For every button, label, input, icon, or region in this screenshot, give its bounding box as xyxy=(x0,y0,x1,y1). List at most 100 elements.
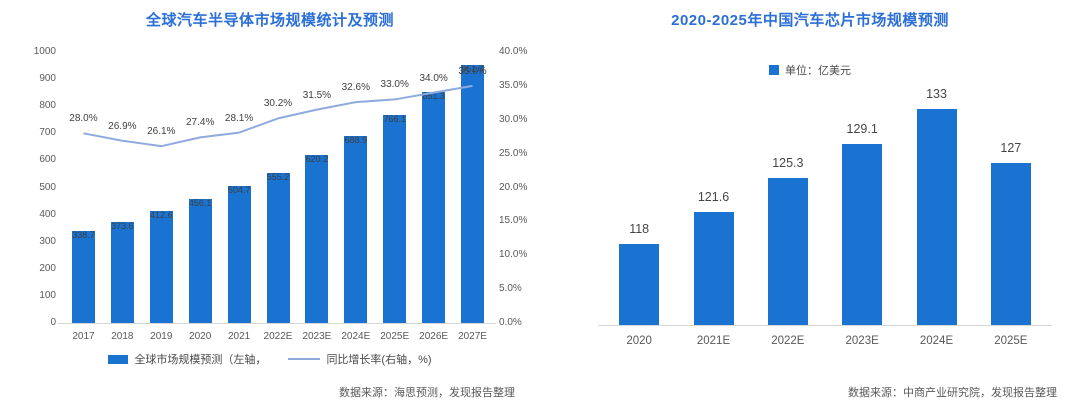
market-size-bar xyxy=(344,136,368,323)
left-chart-title: 全球汽车半导体市场规模统计及预测 xyxy=(145,12,394,29)
x-axis-label: 2023E xyxy=(302,331,332,342)
china-chip-bar xyxy=(916,109,957,325)
left-chart-legend: 全球市场规模预测（左轴， 同比增长率(右轴，%) xyxy=(0,351,540,367)
growth-rate-label: 34.0% xyxy=(419,72,448,84)
market-size-bar xyxy=(110,221,134,323)
unit-label: 单位：亿美元 xyxy=(785,65,851,77)
right-y-axis-tick: 35.0% xyxy=(499,79,528,91)
line-series-label: 同比增长率(右轴，%) xyxy=(326,354,432,366)
market-size-bar xyxy=(71,231,95,323)
bar-value-label: 766.1 xyxy=(383,114,406,125)
x-axis-label: 2020 xyxy=(189,331,212,342)
bar-value-label: 688.9 xyxy=(344,135,368,146)
china-chip-bar xyxy=(990,163,1031,325)
unit-swatch-icon xyxy=(769,65,779,75)
bar-value-label: 118 xyxy=(629,222,650,236)
right-chart-legend: 单位：亿美元 xyxy=(540,62,1080,78)
x-axis-label: 2021E xyxy=(696,335,731,347)
bar-value-label: 851.3 xyxy=(422,91,445,102)
right-y-axis-tick: 0.0% xyxy=(499,317,522,328)
x-axis-label: 2018 xyxy=(111,331,134,342)
growth-rate-label: 27.4% xyxy=(185,117,215,129)
growth-rate-label: 26.1% xyxy=(147,126,176,138)
x-axis-label: 2024E xyxy=(341,331,371,342)
bar-value-label: 504.7 xyxy=(227,185,251,196)
right-chart-source: 数据来源：中商产业研究院，发现报告整理 xyxy=(848,387,1057,399)
x-axis-label: 2025E xyxy=(380,331,410,342)
right-x-axis-line xyxy=(598,325,1052,326)
market-size-bar xyxy=(188,199,212,323)
right-y-axis-tick: 20.0% xyxy=(499,181,528,193)
right-y-axis-tick: 30.0% xyxy=(499,113,528,125)
bar-value-label: 555.2 xyxy=(266,171,290,182)
left-y-axis-tick: 800 xyxy=(39,100,56,112)
x-axis-label: 2025E xyxy=(994,335,1028,347)
bar-value-label: 338.7 xyxy=(72,230,95,241)
left-y-axis-tick: 600 xyxy=(39,154,56,166)
legend-item-unit: 单位：亿美元 xyxy=(769,62,851,78)
right-y-axis-tick: 15.0% xyxy=(499,215,528,227)
china-chip-bar xyxy=(619,244,660,325)
left-y-axis-tick: 400 xyxy=(39,208,56,220)
x-axis-label: 2021 xyxy=(227,331,251,342)
market-size-bar xyxy=(266,172,290,323)
growth-rate-label: 32.6% xyxy=(341,82,370,94)
market-size-bar xyxy=(305,154,329,323)
market-size-bar xyxy=(461,65,485,323)
x-axis-label: 2017 xyxy=(72,331,95,342)
left-y-axis-tick: 200 xyxy=(39,262,56,274)
left-y-axis-tick: 900 xyxy=(39,73,56,85)
growth-rate-label: 30.2% xyxy=(263,98,293,110)
right-chart-title: 2020-2025年中国汽车芯片市场规模预测 xyxy=(671,12,949,29)
china-chip-bar xyxy=(693,211,734,325)
line-series-swatch-icon xyxy=(288,358,321,360)
left-chart-panel: 全球汽车半导体市场规模统计及预测 1000 900 800 700 600 500 400 3… xyxy=(0,12,540,399)
x-axis-label: 2027E xyxy=(458,331,487,342)
x-axis-label: 2022E xyxy=(771,335,805,347)
market-size-bar xyxy=(227,186,251,323)
growth-rate-label: 35.0% xyxy=(458,65,487,77)
bar-value-label: 951.7 xyxy=(461,64,484,75)
growth-rate-label: 33.0% xyxy=(380,79,409,91)
growth-rate-label: 28.1% xyxy=(224,112,254,124)
bar-series-label: 全球市场规模预测（左轴， xyxy=(134,354,267,366)
x-axis-label: 2026E xyxy=(419,331,449,342)
market-size-bar xyxy=(422,92,446,323)
right-y-axis-tick: 40.0% xyxy=(499,46,528,57)
left-x-axis-line xyxy=(58,323,496,324)
bar-value-label: 373.6 xyxy=(111,220,134,231)
left-y-axis-tick: 1000 xyxy=(33,46,56,57)
bar-value-label: 456.1 xyxy=(188,198,212,209)
bar-value-label: 127 xyxy=(1000,141,1022,155)
right-chart-panel: 2020-2025年中国汽车芯片市场规模预测 单位：亿美元 118 2020 121… xyxy=(540,0,1080,406)
left-y-axis-tick: 0 xyxy=(50,317,56,328)
x-axis-label: 2024E xyxy=(919,335,954,347)
bar-value-label: 125.3 xyxy=(772,156,804,171)
china-chip-bar xyxy=(842,144,883,325)
x-axis-label: 2020 xyxy=(626,335,652,347)
bar-series-swatch-icon xyxy=(108,354,129,364)
right-y-axis-tick: 5.0% xyxy=(499,283,522,295)
left-y-axis-tick: 300 xyxy=(39,235,56,247)
market-size-bar xyxy=(149,211,173,323)
x-axis-label: 2019 xyxy=(150,331,173,342)
left-y-axis-tick: 700 xyxy=(39,127,56,139)
right-y-axis-tick: 25.0% xyxy=(499,147,528,159)
legend-item-market-size: 全球市场规模预测（左轴， xyxy=(108,351,266,367)
right-y-axis-tick: 10.0% xyxy=(499,249,528,261)
bar-value-label: 121.6 xyxy=(697,189,730,204)
left-y-axis-tick: 100 xyxy=(39,289,56,301)
bar-value-label: 412.6 xyxy=(150,210,173,221)
growth-rate-label: 28.0% xyxy=(69,113,98,125)
market-size-bar xyxy=(383,115,407,323)
x-axis-label: 2023E xyxy=(845,335,879,347)
left-y-axis-tick: 500 xyxy=(39,181,56,193)
bar-value-label: 133 xyxy=(926,87,947,101)
legend-item-growth-rate: 同比增长率(右轴，%) xyxy=(288,351,432,367)
growth-rate-label: 26.9% xyxy=(108,120,137,132)
growth-rate-label: 31.5% xyxy=(302,89,332,101)
left-chart-source: 数据来源：海思预测，发现报告整理 xyxy=(339,387,515,399)
bar-value-label: 620.2 xyxy=(305,153,329,164)
china-chip-bar xyxy=(767,178,808,325)
